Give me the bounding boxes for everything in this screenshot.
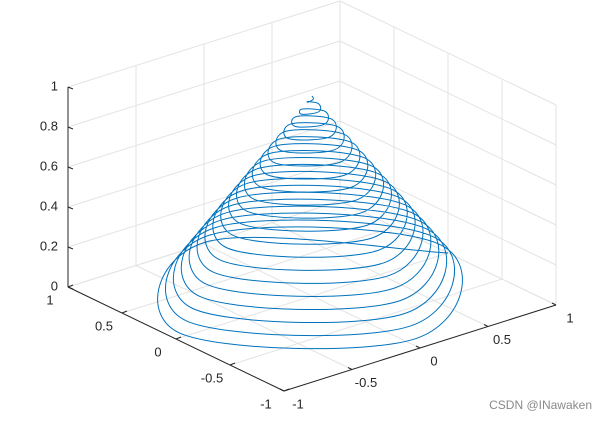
y-tick-label: -0.5: [201, 370, 223, 385]
x-tick-label: 0.5: [493, 332, 511, 347]
x-tick-label: -0.5: [355, 375, 377, 390]
x-tick-label: 0: [430, 353, 437, 368]
y-tick-label: 0.5: [95, 318, 113, 333]
y-tick-label: -1: [260, 396, 272, 411]
y-tick-label: 1: [46, 292, 53, 307]
z-tick-label: 0.8: [40, 118, 58, 133]
watermark: CSDN @INawaken: [489, 398, 592, 412]
z-tick-label: 0: [51, 278, 58, 293]
x-tick-label: 1: [566, 310, 573, 325]
z-tick-label: 0.6: [40, 158, 58, 173]
z-tick-label: 0.4: [40, 198, 58, 213]
z-tick-label: 1: [51, 78, 58, 93]
y-tick-label: 0: [154, 344, 161, 359]
z-tick-label: 0.2: [40, 238, 58, 253]
x-tick-label: -1: [292, 396, 304, 411]
